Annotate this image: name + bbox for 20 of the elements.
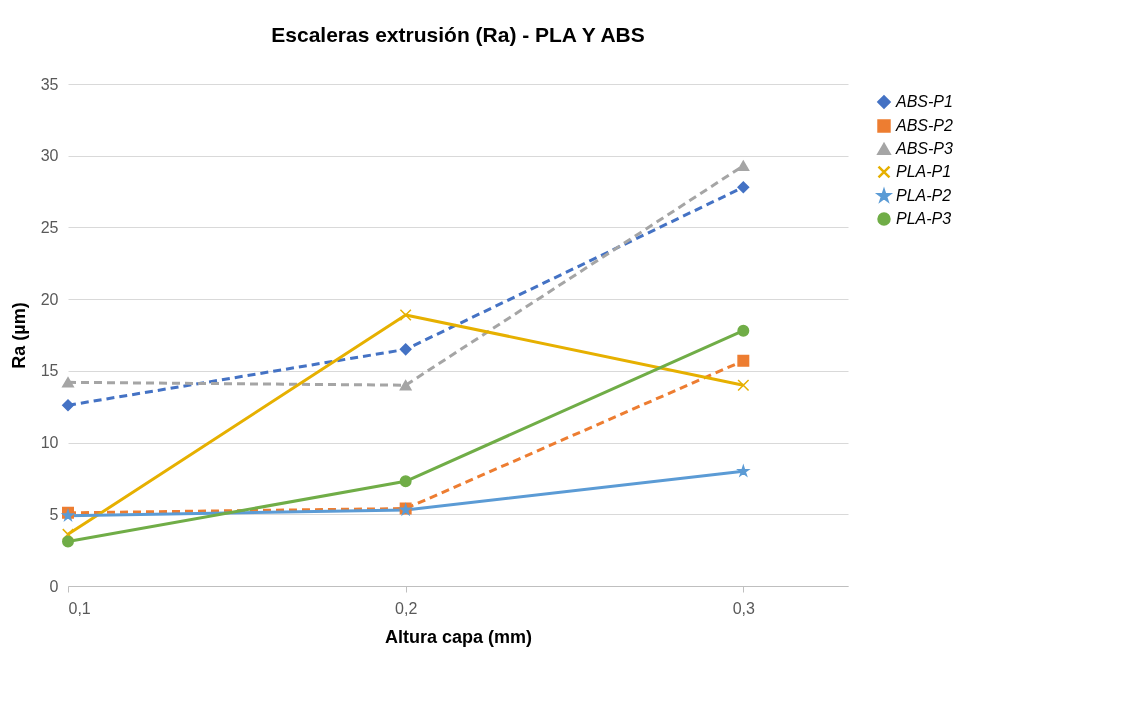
chart-title: Escaleras extrusión (Ra) - PLA Y ABS [271,23,645,46]
x-tick-label: 0,2 [395,599,418,617]
x-tick-label: 0,3 [732,599,756,617]
y-tick-label: 20 [40,290,59,308]
y-tick-label: 5 [49,505,59,523]
y-tick-label: 25 [40,218,59,236]
legend-label: ABS-P3 [895,140,954,157]
x-axis-title: Altura capa (mm) [384,626,533,647]
y-tick-label: 0 [49,577,59,595]
legend-label: PLA-P3 [896,210,952,227]
y-tick-label: 30 [40,147,59,165]
x-tick-label: 0,1 [68,599,91,617]
y-axis-title: Ra (µm) [8,302,29,369]
legend-label: PLA-P2 [896,187,952,204]
legend-label: ABS-P1 [895,93,953,110]
y-tick-label: 15 [40,362,59,380]
legend-label: ABS-P2 [895,117,954,134]
legend-label: PLA-P1 [896,163,952,180]
y-tick-label: 35 [40,75,59,93]
y-tick-label: 10 [40,434,59,452]
